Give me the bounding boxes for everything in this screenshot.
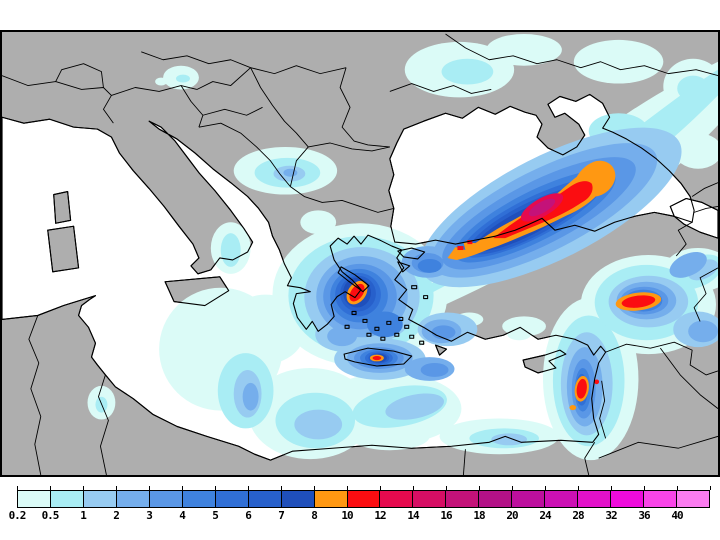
colorbar-tick — [50, 486, 51, 490]
colorbar-tick-label: 32 — [605, 509, 617, 522]
colorbar-tick-label: 2 — [113, 509, 120, 522]
colorbar-tick — [83, 486, 84, 490]
colorbar-segment — [446, 491, 480, 507]
colorbar-tick-label: 40 — [671, 509, 683, 522]
country-borders-layer — [2, 33, 718, 475]
map-frame — [0, 30, 720, 477]
colorbar-segment — [545, 491, 579, 507]
colorbar-segment — [116, 491, 150, 507]
colorbar-segment — [50, 491, 84, 507]
colorbar-tick — [644, 486, 645, 490]
colorbar-tick-label: 7 — [278, 509, 285, 522]
colorbar-tick-label: 3 — [146, 509, 153, 522]
colorbar-tick-label: 5 — [212, 509, 219, 522]
colorbar-tick-label: 20 — [506, 509, 518, 522]
map-canvas — [2, 32, 718, 475]
colorbar-tick — [677, 486, 678, 490]
colorbar-tick-label: 24 — [539, 509, 551, 522]
colorbar-segment — [215, 491, 249, 507]
colorbar-tick-label: 8 — [311, 509, 318, 522]
colorbar-tick-label: 14 — [407, 509, 419, 522]
colorbar-segment — [644, 491, 678, 507]
colorbar-tick — [347, 486, 348, 490]
colorbar-segment — [347, 491, 381, 507]
colorbar-tick-label: 18 — [473, 509, 485, 522]
colorbar-tick — [149, 486, 150, 490]
precipitation-layer — [87, 33, 718, 461]
colorbar-tick — [281, 486, 282, 490]
colorbar-segment — [611, 491, 645, 507]
colorbar-segment — [18, 491, 51, 507]
colorbar-segment — [281, 491, 315, 507]
colorbar-tick-label: 36 — [638, 509, 650, 522]
colorbar — [17, 490, 710, 508]
colorbar-tick — [577, 486, 579, 490]
colorbar-labels: 0.2 0.5 1 2 3 4 5 6 7 8 10 12 14 16 18 20 24 28 32 36 40 — [9, 509, 710, 523]
colorbar-segment — [512, 491, 546, 507]
colorbar-tick — [710, 486, 711, 490]
colorbar-tick — [545, 486, 546, 490]
colorbar-tick — [17, 486, 18, 490]
colorbar-tick — [248, 486, 249, 490]
colorbar-tick — [314, 486, 315, 490]
colorbar-tick — [116, 486, 117, 490]
colorbar-segment — [83, 491, 117, 507]
colorbar-tick — [182, 486, 183, 490]
colorbar-segment — [248, 491, 282, 507]
colorbar-tick-label: 28 — [572, 509, 584, 522]
colorbar-tick-label: 1 — [80, 509, 87, 522]
colorbar-tick — [413, 486, 414, 490]
colorbar-tick — [512, 486, 513, 490]
colorbar-segment — [149, 491, 183, 507]
colorbar-tick — [380, 486, 381, 490]
colorbar-segment — [413, 491, 447, 507]
colorbar-tick — [215, 486, 216, 490]
colorbar-segment — [479, 491, 513, 507]
colorbar-tick-label: 16 — [440, 509, 452, 522]
colorbar-tick-label: 6 — [245, 509, 252, 522]
colorbar-segment — [314, 491, 348, 507]
colorbar-segment — [578, 491, 612, 507]
colorbar-tick-label: 10 — [341, 509, 353, 522]
colorbar-tick-label: 0.5 — [41, 509, 60, 522]
colorbar-tick-label: 0.2 — [8, 509, 27, 522]
colorbar-tick — [446, 486, 447, 490]
colorbar-segment — [380, 491, 414, 507]
colorbar-segment — [677, 491, 710, 507]
colorbar-tick-label: 4 — [179, 509, 186, 522]
colorbar-tick — [611, 486, 612, 490]
colorbar-segment — [182, 491, 216, 507]
colorbar-tick-label: 12 — [374, 509, 386, 522]
colorbar-tick — [479, 486, 480, 490]
colorbar-ticks — [17, 486, 711, 490]
